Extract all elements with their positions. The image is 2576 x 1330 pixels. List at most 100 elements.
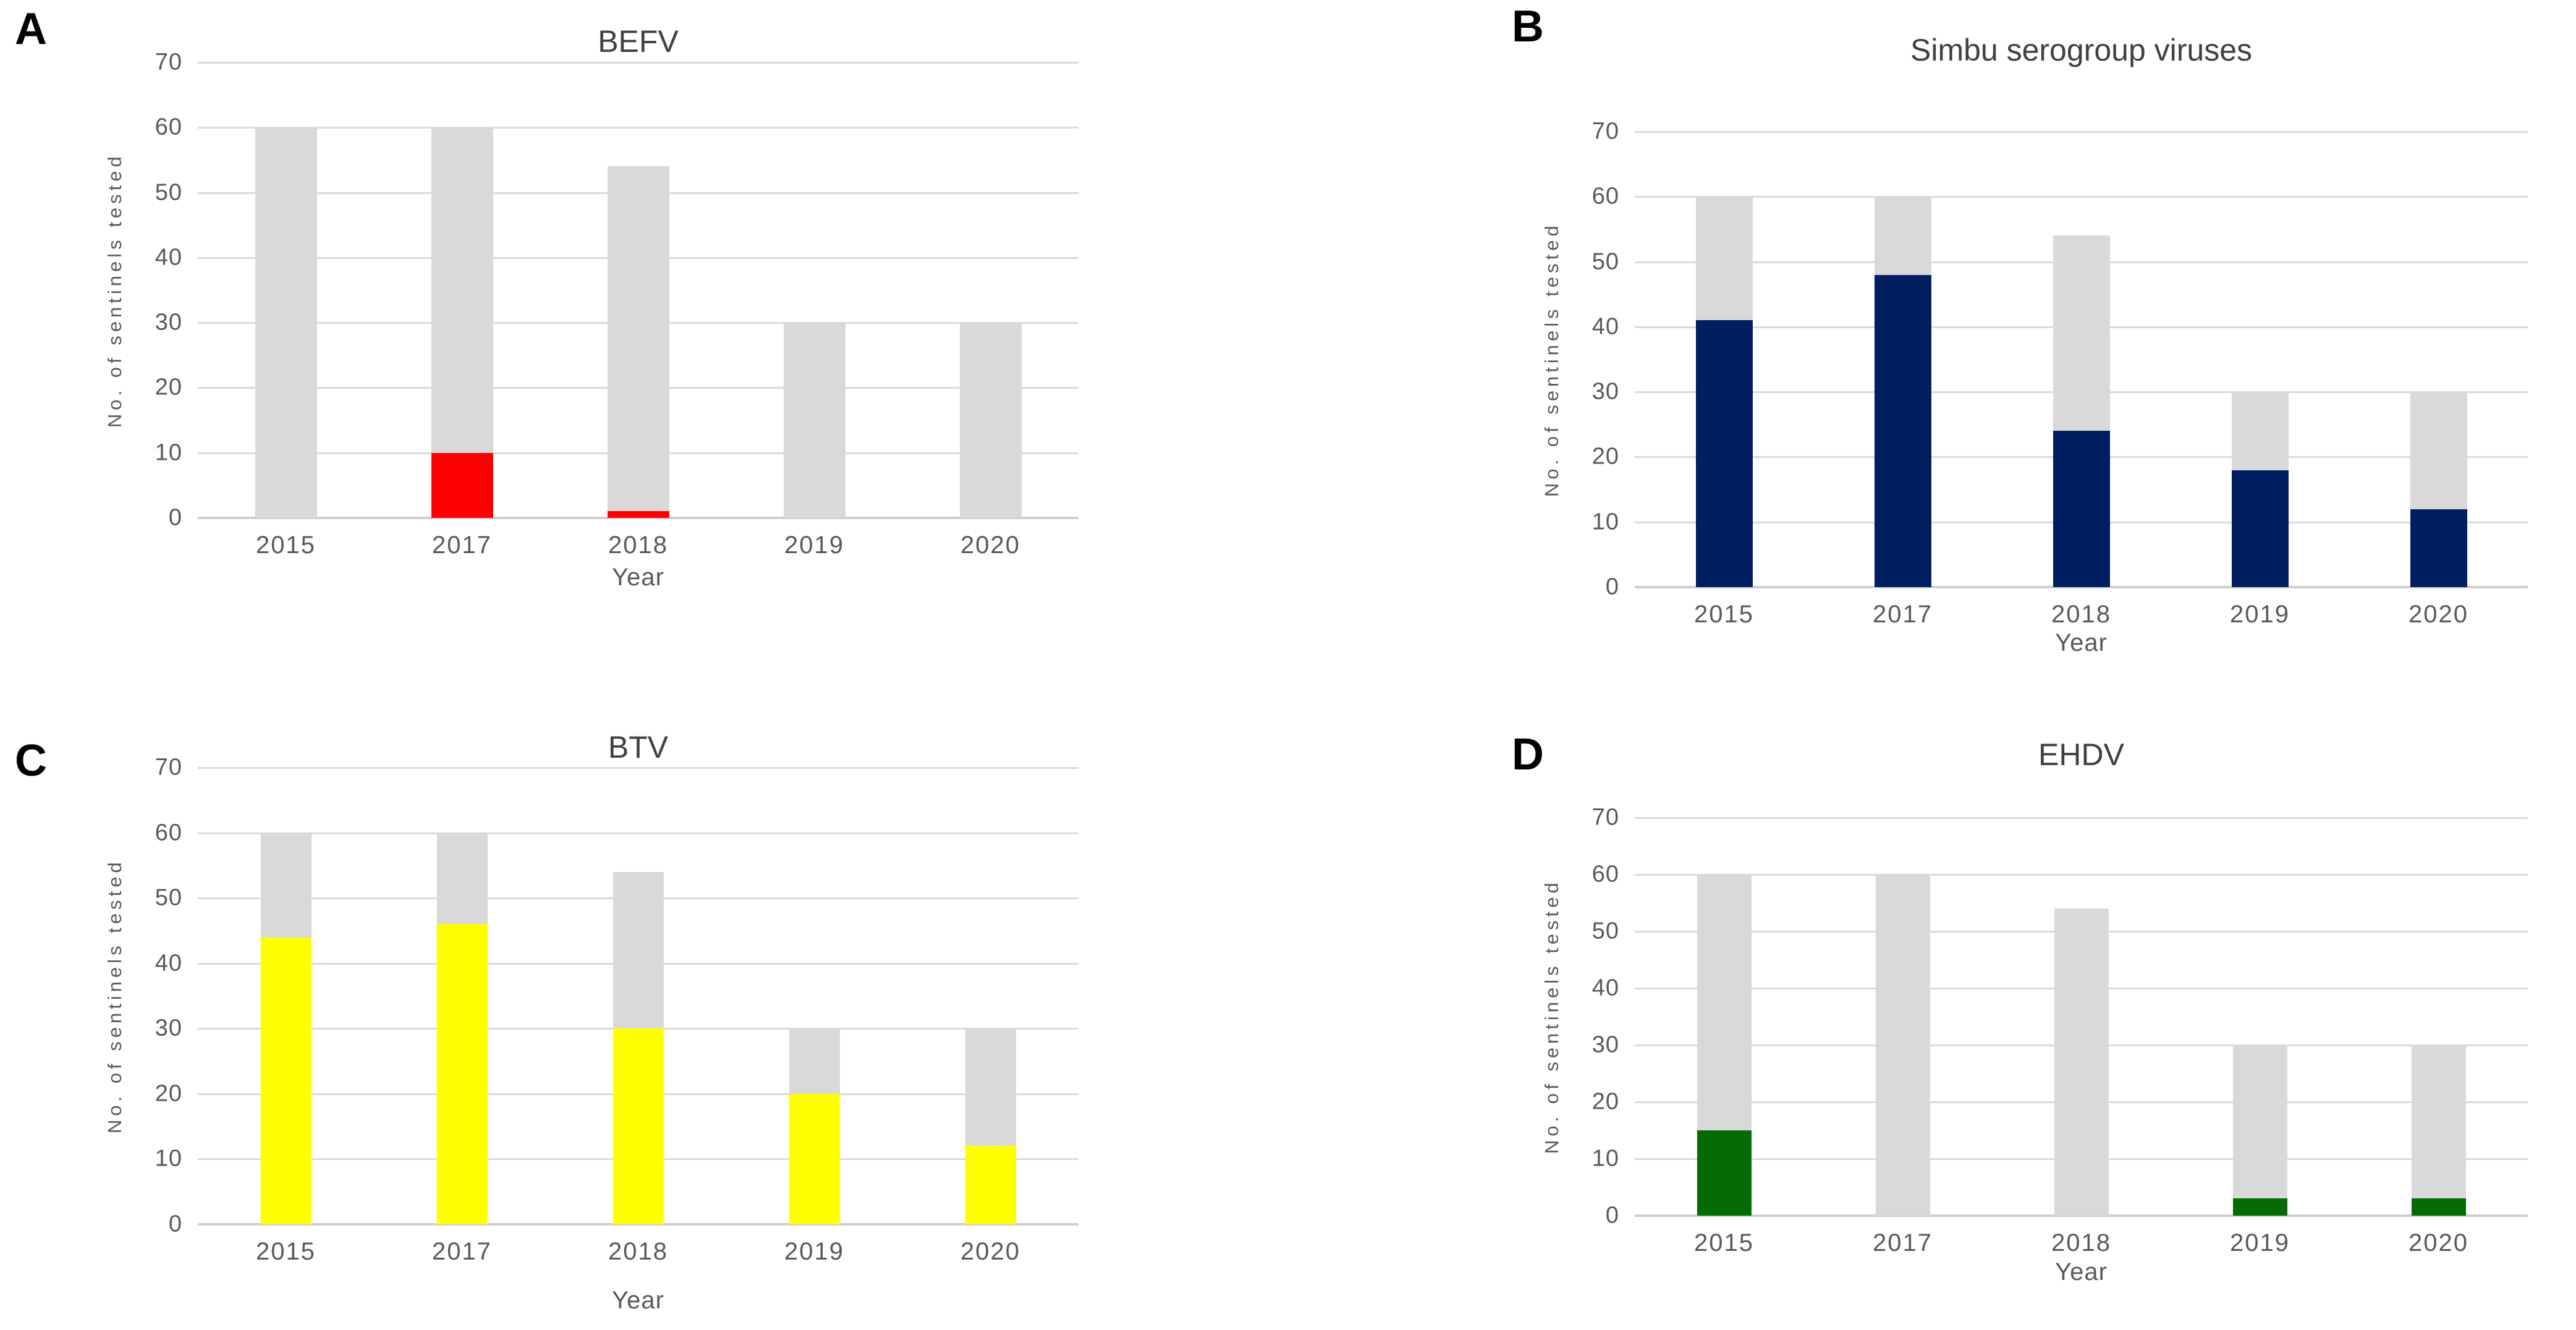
y-tick-label: 40 bbox=[155, 244, 182, 271]
y-axis-ticks: 70 60 50 40 30 20 10 0 bbox=[1554, 119, 1619, 600]
y-tick-label: 0 bbox=[168, 1211, 182, 1237]
gridline bbox=[1635, 326, 2528, 328]
x-tick-label: 2018 bbox=[608, 532, 668, 559]
x-tick-label: 2015 bbox=[256, 532, 316, 559]
gridline bbox=[1635, 391, 2528, 394]
bar-segment-grey bbox=[607, 166, 669, 512]
gridline bbox=[1635, 817, 2528, 819]
x-tick-label: 2015 bbox=[1694, 601, 1754, 628]
x-axis-line bbox=[1635, 586, 2528, 588]
panel-letter: B bbox=[1512, 2, 1544, 51]
x-tick-label: 2020 bbox=[960, 1238, 1020, 1265]
gridline bbox=[198, 1028, 1078, 1030]
bar-segment-grey bbox=[783, 323, 845, 518]
bar-slot bbox=[1813, 132, 1992, 587]
x-tick-label: 2020 bbox=[960, 532, 1020, 559]
bar-slot bbox=[2171, 132, 2349, 587]
y-axis-title: No. of sentinels tested bbox=[1541, 222, 1562, 497]
gridline bbox=[1635, 1158, 2528, 1160]
gridline bbox=[198, 192, 1078, 194]
y-tick-label: 20 bbox=[155, 1080, 182, 1107]
gridline bbox=[1635, 456, 2528, 459]
bar-segment-grey bbox=[2231, 392, 2289, 470]
bar-segment-grey bbox=[1875, 875, 1930, 1216]
bar-segment-grey bbox=[1697, 875, 1752, 1130]
gridline bbox=[1635, 131, 2528, 133]
bar-segment-grey bbox=[2410, 392, 2467, 509]
bar-segment-grey bbox=[431, 127, 493, 453]
y-tick-label: 10 bbox=[1591, 1145, 1619, 1172]
bar-slot bbox=[902, 768, 1078, 1224]
y-tick-label: 40 bbox=[155, 950, 182, 976]
y-tick-label: 50 bbox=[1591, 918, 1619, 944]
x-axis-title: Year bbox=[2055, 1258, 2108, 1286]
bar-segment-positive bbox=[1697, 1130, 1752, 1216]
x-tick-label: 2015 bbox=[1694, 1229, 1754, 1256]
x-tick-label: 2019 bbox=[2230, 1229, 2290, 1256]
x-tick-label: 2017 bbox=[1873, 1229, 1933, 1256]
gridline bbox=[1635, 1101, 2528, 1103]
bar-slot bbox=[2171, 818, 2349, 1216]
y-tick-label: 70 bbox=[1591, 118, 1619, 145]
bar-slot bbox=[1813, 818, 1992, 1216]
gridline bbox=[1635, 988, 2528, 989]
bar-segment-grey bbox=[2411, 1045, 2466, 1199]
bar-segment-positive bbox=[1695, 320, 1753, 587]
bar-segment-grey bbox=[2053, 235, 2110, 431]
bar-slot bbox=[726, 62, 902, 518]
bar-segment-positive bbox=[2231, 470, 2289, 587]
bar-segment-positive bbox=[260, 937, 311, 1224]
gridline bbox=[198, 387, 1078, 389]
bar-segment-positive bbox=[2410, 509, 2467, 587]
bar-segment-grey bbox=[965, 1028, 1016, 1146]
bars-container bbox=[1635, 818, 2528, 1216]
x-tick-label: 2019 bbox=[784, 1238, 844, 1265]
x-axis-ticks: 2015 2017 2018 2019 2020 bbox=[1635, 1229, 2528, 1257]
y-tick-label: 70 bbox=[1591, 804, 1619, 831]
x-axis-line bbox=[1635, 1214, 2528, 1217]
y-tick-label: 30 bbox=[1591, 1031, 1619, 1058]
bar-segment-positive bbox=[2411, 1198, 2466, 1216]
bar-segment-grey bbox=[612, 871, 664, 1029]
bar-segment-positive bbox=[607, 511, 669, 518]
bar-segment-grey bbox=[436, 832, 488, 925]
y-tick-label: 40 bbox=[1591, 313, 1619, 340]
x-axis-ticks: 2015 2017 2018 2019 2020 bbox=[198, 1238, 1078, 1266]
y-tick-label: 10 bbox=[1591, 509, 1619, 535]
gridline bbox=[198, 62, 1078, 64]
bar-segment-positive bbox=[2232, 1198, 2287, 1216]
bar-segment-grey bbox=[1695, 197, 1753, 321]
plot-area bbox=[198, 767, 1078, 1226]
y-axis-title: No. of sentinels tested bbox=[104, 858, 125, 1133]
panel-letter: C bbox=[15, 736, 47, 786]
y-axis-ticks: 70 60 50 40 30 20 10 0 bbox=[117, 755, 182, 1237]
bar-slot bbox=[198, 62, 374, 518]
gridline bbox=[198, 256, 1078, 259]
plot-area bbox=[1635, 817, 2528, 1217]
y-tick-label: 20 bbox=[1591, 443, 1619, 470]
bar-segment-positive bbox=[431, 452, 493, 518]
bar-segment-positive bbox=[965, 1146, 1016, 1224]
y-tick-label: 20 bbox=[155, 374, 182, 400]
bar-slot bbox=[2349, 818, 2528, 1216]
x-tick-label: 2020 bbox=[2409, 601, 2468, 628]
x-tick-label: 2018 bbox=[608, 1238, 668, 1265]
x-tick-label: 2017 bbox=[432, 532, 492, 559]
gridline bbox=[198, 1158, 1078, 1161]
x-tick-label: 2019 bbox=[2230, 601, 2290, 628]
y-tick-label: 30 bbox=[1591, 378, 1619, 405]
bar-slot bbox=[1635, 818, 1813, 1216]
y-tick-label: 60 bbox=[155, 820, 182, 846]
y-axis-ticks: 70 60 50 40 30 20 10 0 bbox=[117, 49, 182, 531]
bar-slot bbox=[726, 768, 902, 1224]
y-tick-label: 50 bbox=[155, 884, 182, 911]
y-tick-label: 0 bbox=[168, 504, 182, 531]
bar-slot bbox=[198, 768, 374, 1224]
gridline bbox=[198, 832, 1078, 834]
bar-slot bbox=[2349, 132, 2528, 587]
bar-slot bbox=[374, 768, 550, 1224]
chart-title: BEFV bbox=[598, 24, 679, 59]
